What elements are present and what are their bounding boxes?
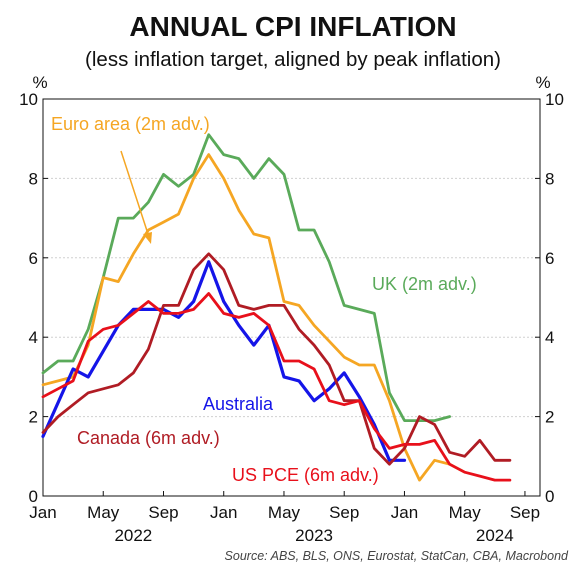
y-tick-label-left: 8 <box>29 169 38 188</box>
euro-area-arrow-shaft <box>120 150 150 238</box>
y-tick-label-left: 2 <box>29 408 38 427</box>
x-tick-label: May <box>449 503 482 522</box>
x-tick-label: May <box>268 503 301 522</box>
x-tick-label: May <box>87 503 120 522</box>
label-us-pce: US PCE (6m adv.) <box>232 465 379 485</box>
series-line-australia <box>41 260 407 462</box>
y-tick-label-right: 8 <box>545 169 554 188</box>
y-tick-label-right: 6 <box>545 249 554 268</box>
y-unit-right: % <box>535 73 550 92</box>
y-tick-label-left: 6 <box>29 249 38 268</box>
euro-area-arrow-head <box>143 232 152 244</box>
y-axis-ticks: 0 0 2 2 4 4 6 6 8 8 10 10 <box>19 90 564 506</box>
label-euro-area: Euro area (2m adv.) <box>51 114 210 134</box>
x-tick-label: Sep <box>148 503 178 522</box>
y-tick-label-left: 4 <box>29 328 38 347</box>
x-tick-label: Jan <box>210 503 237 522</box>
label-australia: Australia <box>203 394 274 414</box>
y-tick-label-right: 2 <box>545 408 554 427</box>
y-tick-label-left: 0 <box>29 487 38 506</box>
x-axis-ticks: Jan May Sep Jan May Sep Jan May Sep 2022 2023 2024 <box>29 491 540 545</box>
series-line-euro-area-2m-adv <box>41 153 467 482</box>
x-tick-label: Sep <box>329 503 359 522</box>
source-note: Source: ABS, BLS, ONS, Eurostat, StatCan… <box>225 549 569 563</box>
x-year-label: 2023 <box>295 526 333 545</box>
y-tick-label-right: 0 <box>545 487 554 506</box>
y-tick-label-left: 10 <box>19 90 38 109</box>
series-line-uk-2m-adv <box>41 133 452 423</box>
x-tick-label: Jan <box>391 503 418 522</box>
x-tick-label: Jan <box>29 503 56 522</box>
y-tick-label-right: 4 <box>545 328 554 347</box>
y-unit-left: % <box>32 73 47 92</box>
y-tick-label-right: 10 <box>545 90 564 109</box>
chart-title: ANNUAL CPI INFLATION <box>129 11 456 42</box>
series-line-canada-6m-adv <box>41 252 512 466</box>
series-lines <box>41 133 512 482</box>
grid <box>43 177 540 418</box>
plot-frame <box>42 98 541 497</box>
chart-subtitle: (less inflation target, aligned by peak … <box>85 48 501 71</box>
series-line-us-pce-6m-adv <box>41 292 512 482</box>
label-canada: Canada (6m adv.) <box>77 428 220 448</box>
label-uk: UK (2m adv.) <box>372 274 477 294</box>
x-year-label: 2022 <box>114 526 152 545</box>
x-year-label: 2024 <box>476 526 514 545</box>
x-tick-label: Sep <box>510 503 540 522</box>
